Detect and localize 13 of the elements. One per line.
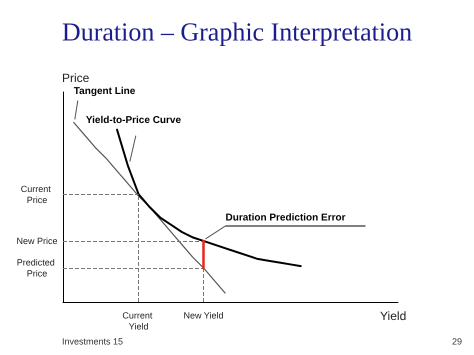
series-label: Yield-to-Price Curve [86, 115, 182, 126]
ref-line-label: Current Price [20, 184, 54, 205]
ref-line-label: Predicted Price [16, 257, 58, 278]
x-tick-label: New Yield [183, 310, 224, 320]
x-axis-title: Yield [380, 309, 406, 323]
y-axis-title: Price [62, 71, 90, 85]
x-tick-label: Current Yield [122, 310, 155, 332]
text: 29 [452, 336, 462, 346]
text: Investments 15 [62, 336, 124, 346]
text: Tangent Line [74, 86, 136, 98]
chart-title: Duration – Graphic Interpretation [62, 18, 412, 46]
text: Duration Prediction Error [225, 212, 346, 224]
ref-line-label: New Price [16, 236, 58, 246]
